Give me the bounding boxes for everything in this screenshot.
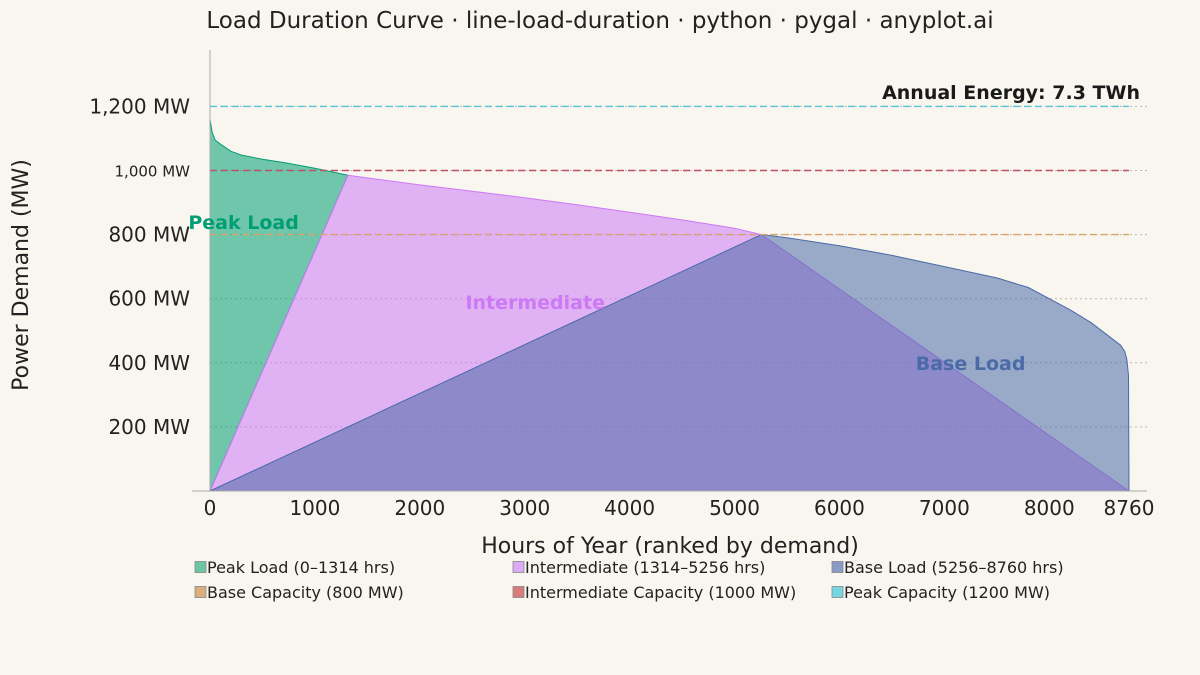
x-tick-label: 8000: [1024, 496, 1075, 520]
x-tick-label: 7000: [919, 496, 970, 520]
legend-swatch: [831, 586, 844, 598]
axis-layer: 200 MW 400 MW 600 MW 800 MW 1,000 MW 1,200 MW…: [89, 50, 1154, 520]
x-tick-label: 1000: [289, 496, 340, 520]
legend-label: Base Load (5256–8760 hrs): [844, 558, 1064, 577]
x-tick-label: 6000: [814, 496, 865, 520]
legend-label: Peak Load (0–1314 hrs): [207, 558, 395, 577]
legend-swatch: [831, 561, 844, 573]
annual-energy-annotation: Annual Energy: 7.3 TWh: [882, 82, 1140, 104]
y-tick-label: 1,200 MW: [89, 94, 190, 118]
y-tick-label: 800 MW: [108, 223, 190, 247]
y-axis-title: Power Demand (MW): [9, 159, 34, 391]
region-label-1: Intermediate: [465, 292, 605, 314]
chart-title: Load Duration Curve · line-load-duration…: [206, 8, 993, 34]
legend-label: Peak Capacity (1200 MW): [844, 583, 1050, 602]
x-tick-label: 8760: [1104, 496, 1155, 520]
series-area-0: [209, 118, 349, 492]
series-area-2: [209, 234, 1130, 492]
legend-label: Intermediate Capacity (1000 MW): [525, 583, 796, 602]
y-tick-label: 200 MW: [108, 415, 190, 439]
x-tick-label: 2000: [394, 496, 445, 520]
y-tick-label: 600 MW: [108, 287, 190, 311]
legend-label: Base Capacity (800 MW): [207, 583, 404, 602]
legend-swatch: [512, 586, 525, 598]
x-tick-label: 4000: [604, 496, 655, 520]
y-tick-label: 1,000 MW: [115, 163, 191, 181]
y-tick-label: 400 MW: [108, 351, 190, 375]
reference-lines-layer: [210, 105, 1129, 236]
legend: Peak Load (0–1314 hrs) Intermediate (1314…: [194, 558, 1064, 602]
legend-label: Intermediate (1314–5256 hrs): [525, 558, 765, 577]
legend-swatch: [512, 561, 525, 573]
region-labels-layer: Peak Load Intermediate Base Load: [188, 212, 1025, 375]
x-tick-label: 5000: [709, 496, 760, 520]
x-tick-label: 0: [204, 496, 217, 520]
region-label-2: Base Load: [916, 353, 1026, 375]
legend-swatch: [194, 561, 207, 573]
region-label-0: Peak Load: [188, 212, 298, 234]
x-axis-title: Hours of Year (ranked by demand): [481, 534, 859, 559]
legend-swatch: [194, 586, 207, 598]
area-layer: [209, 118, 1130, 492]
x-tick-label: 3000: [499, 496, 550, 520]
